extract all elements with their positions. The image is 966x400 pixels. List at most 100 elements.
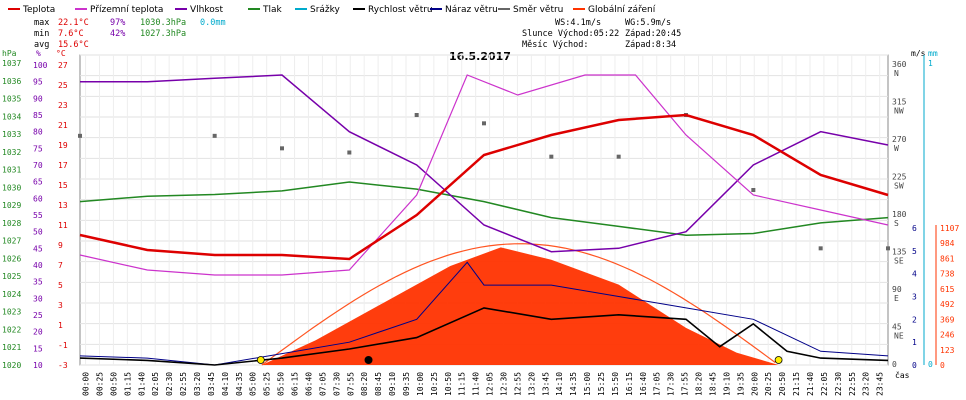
- pct-tick: 25: [33, 311, 43, 320]
- x-tick: 16:40: [639, 372, 648, 396]
- stat-value: 1030.3hPa: [140, 18, 186, 28]
- stat-value: 7.6°C: [58, 29, 84, 39]
- hpa-tick: 1027: [2, 237, 21, 246]
- rad-tick: 1107: [940, 224, 959, 233]
- pct-tick: 85: [33, 111, 43, 120]
- wdir-tick: 225: [892, 173, 907, 182]
- stat-value: avg: [34, 40, 49, 50]
- hpa-tick: 1025: [2, 272, 21, 281]
- info-ws: WS:4.1m/s: [555, 18, 601, 28]
- x-tick: 10:25: [430, 372, 439, 396]
- series-humidity-line: [80, 74, 889, 253]
- wdir-tick: 45: [892, 323, 902, 332]
- wdir-dir: NE: [894, 332, 904, 341]
- legend-label: Náraz větru: [445, 5, 498, 15]
- temp-label: °C: [56, 49, 66, 58]
- series-radiation-clear-sky: [261, 243, 776, 366]
- x-tick: 10:50: [444, 372, 453, 396]
- x-tick: 20:00: [750, 372, 759, 396]
- x-tick: 04:35: [235, 372, 244, 396]
- ws-tick: 6: [912, 224, 917, 233]
- ws-tick: 5: [912, 247, 917, 256]
- info-slunce-zapad: Západ:20:45: [625, 29, 681, 39]
- rad-tick: 0: [940, 361, 945, 370]
- series-wind-direction-point: [886, 246, 890, 251]
- x-tick: 12:05: [486, 372, 495, 396]
- x-tick: 07:30: [332, 372, 341, 396]
- pct-tick: 45: [33, 244, 43, 253]
- hpa-tick: 1032: [2, 148, 21, 157]
- pct-tick: 55: [33, 211, 43, 220]
- sunset-marker: [774, 356, 783, 364]
- temp-tick: 13: [58, 201, 68, 210]
- legend-label: Směr větru: [513, 5, 563, 15]
- x-tick: 15:25: [597, 372, 606, 396]
- pct-tick: 70: [33, 161, 43, 170]
- wdir-dir: E: [894, 294, 899, 303]
- temp-tick: 25: [58, 81, 68, 90]
- temp-tick: -1: [58, 341, 68, 350]
- series-ground-temp-line: [79, 74, 889, 276]
- x-tick: 00:25: [96, 372, 105, 396]
- stat-value: 42%: [110, 29, 125, 39]
- series-wind-speed-line: [79, 307, 889, 366]
- rain-tick-bottom: 0: [928, 360, 933, 369]
- hpa-tick: 1023: [2, 308, 21, 317]
- temp-tick: 23: [58, 101, 68, 110]
- temp-tick: 3: [58, 301, 63, 310]
- x-tick: 07:55: [346, 372, 355, 396]
- chart-title: 16.5.2017: [449, 50, 511, 63]
- x-tick: 12:55: [513, 372, 522, 396]
- wdir-tick: 180: [892, 210, 907, 219]
- x-tick: 05:50: [277, 372, 286, 396]
- info-mesic: Měsíc Východ:: [522, 40, 589, 50]
- ws-tick: 0: [912, 361, 917, 370]
- wdir-dir: W: [894, 144, 899, 153]
- x-axis-label: čas: [895, 370, 910, 380]
- x-tick: 18:20: [695, 372, 704, 396]
- rad-tick: 984: [940, 239, 955, 248]
- wdir-dir: N: [894, 69, 899, 78]
- hpa-tick: 1033: [2, 130, 21, 139]
- pct-tick: 15: [33, 344, 43, 353]
- rad-tick: 369: [940, 315, 955, 324]
- pct-tick: 65: [33, 178, 43, 187]
- x-tick: 19:35: [736, 372, 745, 396]
- ws-tick: 3: [912, 293, 917, 302]
- temp-tick: 21: [58, 121, 68, 130]
- x-tick: 23:20: [862, 372, 871, 396]
- x-tick: 17:30: [667, 372, 676, 396]
- series-wind-direction-point: [482, 121, 486, 126]
- hpa-tick: 1029: [2, 201, 21, 210]
- temp-tick: 19: [58, 141, 68, 150]
- x-tick: 00:50: [109, 372, 118, 396]
- x-tick: 12:30: [500, 372, 509, 396]
- hpa-tick: 1024: [2, 290, 21, 299]
- pct-tick: 30: [33, 294, 43, 303]
- rad-tick: 615: [940, 285, 955, 294]
- info-wg: WG:5.9m/s: [625, 18, 671, 28]
- pct-tick: 35: [33, 278, 43, 287]
- wdir-dir: SE: [894, 257, 904, 266]
- hpa-label: hPa: [2, 49, 17, 58]
- sunrise-marker: [256, 356, 265, 364]
- x-tick: 15:00: [583, 372, 592, 396]
- hpa-tick: 1034: [2, 112, 21, 121]
- series-temp-line: [79, 113, 889, 261]
- wdir-tick: 135: [892, 248, 907, 257]
- x-tick: 05:25: [263, 372, 272, 396]
- x-tick: 06:15: [291, 372, 300, 396]
- x-tick: 05:00: [249, 372, 258, 396]
- rad-tick: 861: [940, 254, 955, 263]
- rad-tick: 492: [940, 300, 955, 309]
- pct-tick: 75: [33, 144, 43, 153]
- temp-tick: 1: [58, 321, 63, 330]
- pct-tick: 80: [33, 128, 43, 137]
- stat-value: 1027.3hPa: [140, 29, 186, 39]
- temp-tick: 15: [58, 181, 68, 190]
- wdir-tick: 90: [892, 285, 902, 294]
- x-tick: 17:05: [653, 372, 662, 396]
- x-tick: 14:10: [555, 372, 564, 396]
- wdir-dir: SW: [894, 182, 904, 191]
